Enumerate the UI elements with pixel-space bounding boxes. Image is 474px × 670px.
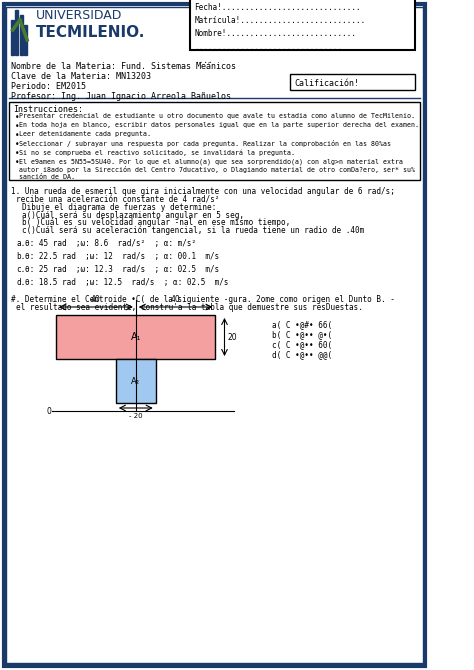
Text: TECMILENIO.: TECMILENIO. (36, 25, 146, 40)
Text: b( )Cuál es su velocidad angular -nal en ese mismo tiempo,: b( )Cuál es su velocidad angular -nal en… (22, 218, 290, 227)
Text: θ: 45 rad  ;ω: 8.6  rad/s²  ; α: m/s²: θ: 45 rad ;ω: 8.6 rad/s² ; α: m/s² (25, 239, 196, 248)
Text: c( C •@•• 60(: c( C •@•• 60( (272, 340, 332, 349)
Text: #. Determine el Centroide •C( de la siguiente -gura. 2ome como origen el Dunto B: #. Determine el Centroide •C( de la sigu… (11, 295, 395, 304)
FancyBboxPatch shape (4, 4, 426, 666)
Text: •: • (15, 131, 19, 140)
Text: •: • (15, 113, 19, 122)
Text: •: • (15, 140, 19, 149)
Bar (56, 315, 216, 359)
Text: a.: a. (16, 239, 26, 248)
Text: Seleccionar / subrayar una respuesta por cada pregunta. Realizar la comprobación: Seleccionar / subrayar una respuesta por… (19, 140, 391, 147)
Text: En toda hoja en blanco, escribir datos personales igual que en la parte superior: En toda hoja en blanco, escribir datos p… (19, 122, 419, 128)
Text: •: • (15, 149, 19, 158)
Text: •: • (15, 158, 19, 167)
Bar (116, 359, 155, 403)
Text: c()Cuál será su aceleración tangencial, si la rueda tiene un radio de .40m: c()Cuál será su aceleración tangencial, … (22, 225, 364, 234)
Text: Profesor: Ing. Juan Ignacio Arreola Bañuelos: Profesor: Ing. Juan Ignacio Arreola Bañu… (11, 92, 231, 101)
Text: 40: 40 (171, 295, 181, 304)
Text: c.: c. (16, 265, 26, 274)
Text: d( C •@•• @@(: d( C •@•• @@( (272, 350, 332, 359)
Text: 0: 0 (47, 407, 52, 415)
Text: •: • (15, 122, 19, 131)
Text: UNIVERSIDAD: UNIVERSIDAD (36, 9, 123, 22)
Bar (15, 10, 18, 55)
Text: el resultado sea evidente, constru'a la tabla que demuestre sus resDuestas.: el resultado sea evidente, constru'a la … (16, 303, 363, 312)
Text: θ: 25 rad  ;ω: 12.3  rad/s  ; α: 02.5  m/s: θ: 25 rad ;ω: 12.3 rad/s ; α: 02.5 m/s (25, 265, 219, 274)
FancyBboxPatch shape (6, 7, 423, 663)
Text: Presentar credencial de estudiante u otro documento que avale tu estadia como al: Presentar credencial de estudiante u otr… (19, 113, 415, 119)
Text: Instrucciones:: Instrucciones: (13, 105, 82, 114)
Text: Nombre de la Materia: Fund. Sistemas Meánicos: Nombre de la Materia: Fund. Sistemas Meá… (11, 62, 236, 71)
Text: Calificación!: Calificación! (294, 79, 359, 88)
FancyBboxPatch shape (190, 0, 415, 50)
Text: Leer detenidamente cada pregunta.: Leer detenidamente cada pregunta. (19, 131, 151, 137)
Text: A₂: A₂ (131, 377, 140, 385)
Text: El e9amen es 5N55=5SU40. Por lo que el alumno(a) que sea sorprendido(a) con alg>: El e9amen es 5N55=5SU40. Por lo que el a… (19, 158, 415, 180)
Text: a()Cuál será su desplazamiento angular en 5 seg,: a()Cuál será su desplazamiento angular e… (22, 211, 244, 220)
Text: b( C •@•• @•(: b( C •@•• @•( (272, 330, 332, 339)
Text: Clave de la Materia: MN13203: Clave de la Materia: MN13203 (11, 72, 151, 81)
Text: 40: 40 (91, 295, 101, 304)
Text: a( C •@#• 66(: a( C •@#• 66( (272, 320, 332, 329)
Text: Fecha!..............................
Matrícula!...........................
Nombr: Fecha!.............................. Mat… (195, 3, 366, 65)
Text: Periodo: EM2015: Periodo: EM2015 (11, 82, 86, 91)
Text: 1. Una rueda de esmeril que gira inicialmente con una velocidad angular de 6 rad: 1. Una rueda de esmeril que gira inicial… (11, 187, 395, 196)
Bar (20, 15, 23, 55)
Text: Si no se comprueba el reactivo solicitado, se invalidará la pregunta.: Si no se comprueba el reactivo solicitad… (19, 149, 295, 155)
Bar (25, 25, 27, 55)
Text: A₁: A₁ (130, 332, 141, 342)
Text: - 20: - 20 (129, 413, 143, 419)
Text: recibe una aceleración constante de 4 rad/s²: recibe una aceleración constante de 4 ra… (16, 195, 220, 204)
Bar (11, 20, 14, 55)
Text: θ: 22.5 rad  ;ω: 12  rad/s  ; α: 00.1  m/s: θ: 22.5 rad ;ω: 12 rad/s ; α: 00.1 m/s (25, 252, 219, 261)
Text: θ: 18.5 rad  ;ω: 12.5  rad/s  ; α: 02.5  m/s: θ: 18.5 rad ;ω: 12.5 rad/s ; α: 02.5 m/s (25, 278, 229, 287)
Text: Dibuje el diagrama de fuerzas y determine:: Dibuje el diagrama de fuerzas y determin… (22, 203, 216, 212)
Text: 20: 20 (227, 332, 237, 342)
FancyBboxPatch shape (290, 74, 415, 90)
FancyBboxPatch shape (9, 102, 420, 180)
Text: d.: d. (16, 278, 26, 287)
Text: b.: b. (16, 252, 26, 261)
